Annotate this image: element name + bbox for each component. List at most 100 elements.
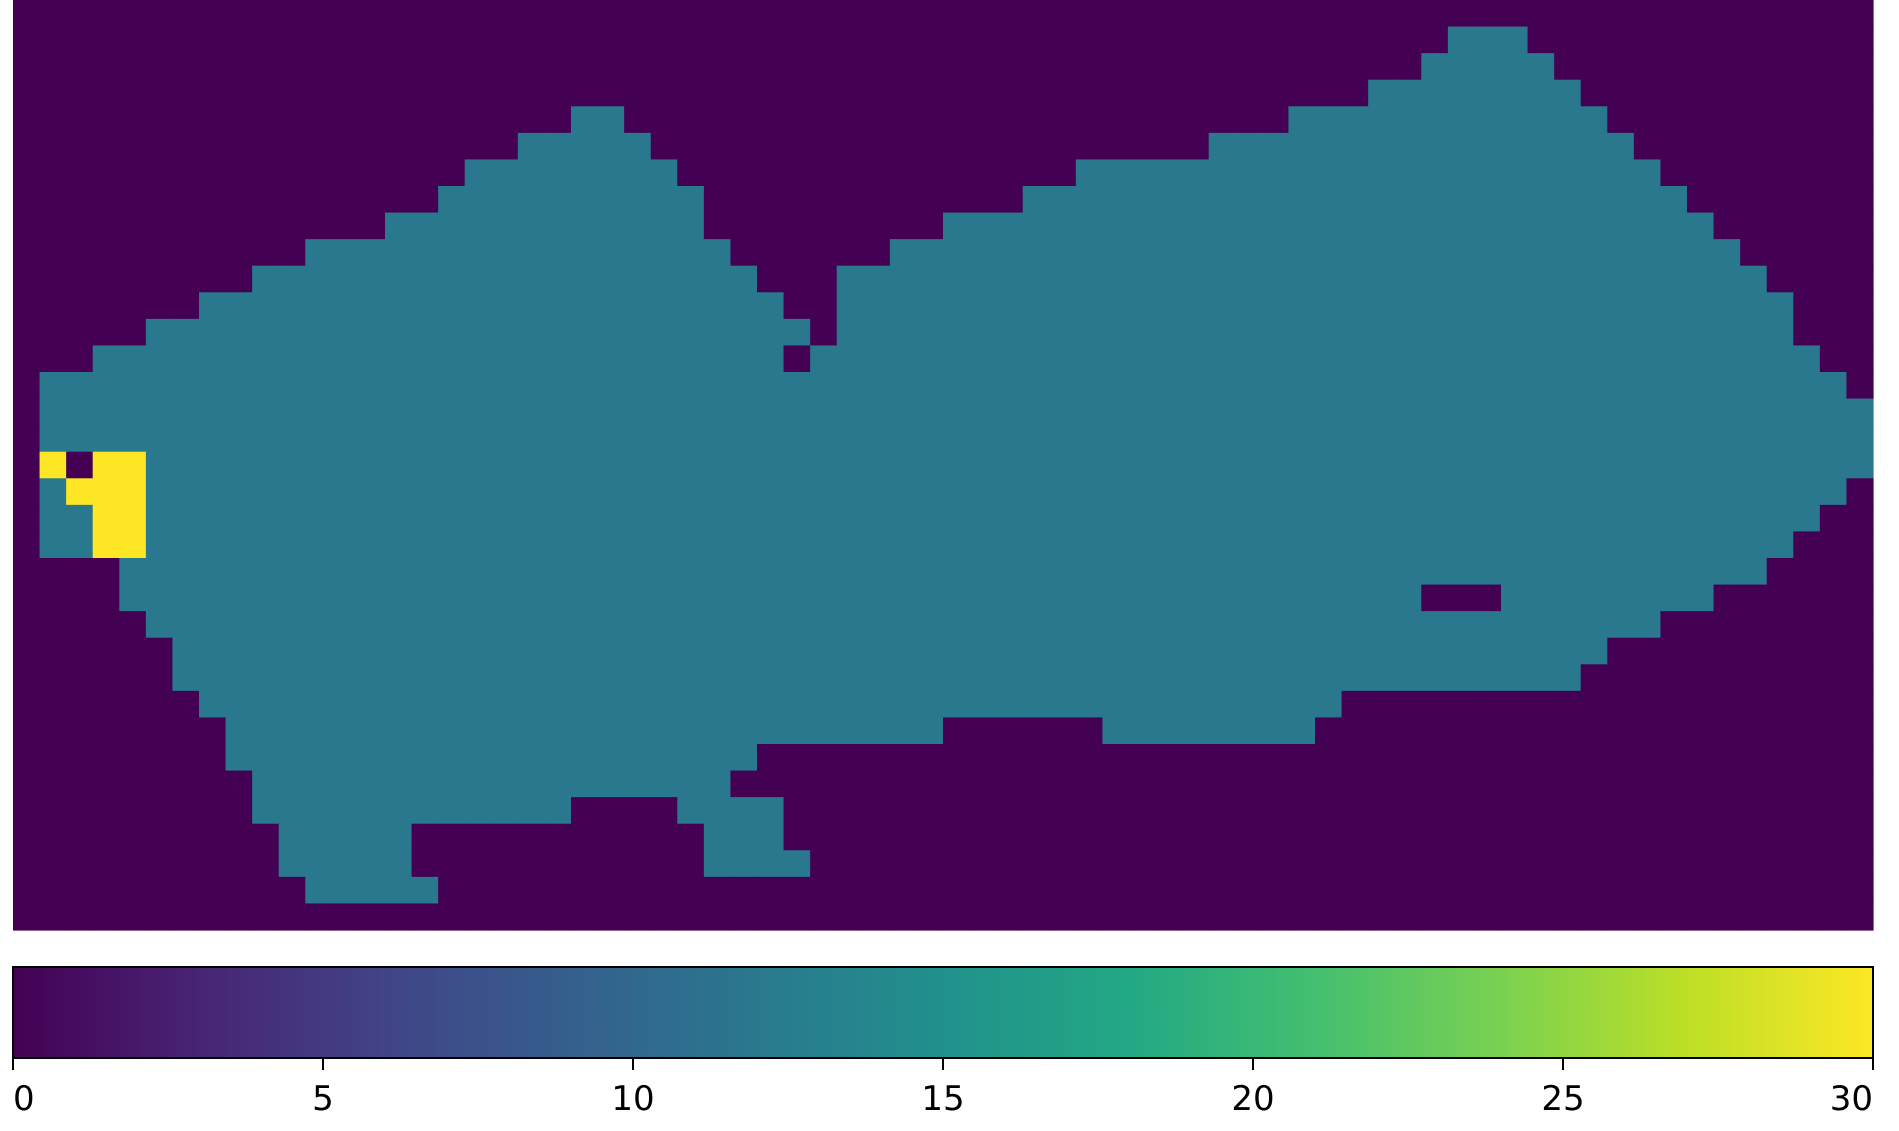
heatmap-cell (1527, 876, 1555, 905)
heatmap-cell (39, 478, 67, 506)
heatmap-cell (1554, 239, 1582, 267)
heatmap-cell (1607, 770, 1635, 798)
heatmap-cell (119, 265, 147, 293)
heatmap-cell (1713, 186, 1741, 214)
heatmap-cell (1049, 478, 1077, 506)
heatmap-cell (677, 79, 705, 107)
heatmap-cell (331, 637, 360, 665)
heatmap-cell (863, 637, 891, 665)
heatmap-cell (1633, 372, 1662, 400)
heatmap-cell (278, 345, 306, 373)
heatmap-cell (358, 106, 386, 134)
heatmap-cell (597, 186, 625, 214)
heatmap-cell (119, 850, 147, 878)
heatmap-cell (1261, 239, 1290, 267)
heatmap-cell (1846, 212, 1874, 240)
heatmap-cell (358, 186, 386, 214)
heatmap-cell (1793, 637, 1821, 665)
heatmap-cell (1208, 903, 1236, 931)
heatmap-cell (305, 850, 333, 878)
heatmap-cell (1607, 265, 1635, 293)
heatmap-cell (331, 823, 360, 851)
heatmap-cell (996, 717, 1024, 745)
heatmap-cell (677, 478, 705, 506)
heatmap-cell (1474, 823, 1502, 851)
heatmap-cell (1474, 690, 1502, 719)
heatmap-cell (836, 425, 864, 453)
heatmap-cell (1049, 451, 1077, 479)
heatmap-cell (1527, 584, 1555, 612)
heatmap-cell (172, 186, 200, 214)
heatmap-cell (624, 132, 652, 161)
heatmap-cell (1793, 717, 1821, 745)
heatmap-cell (1740, 664, 1768, 692)
heatmap-cell (1447, 265, 1476, 293)
heatmap-cell (331, 797, 360, 825)
heatmap-cell (863, 903, 891, 931)
heatmap-cell (544, 292, 572, 320)
heatmap-cell (411, 637, 439, 665)
heatmap-cell (1633, 690, 1662, 719)
heatmap-cell (810, 0, 838, 28)
heatmap-cell (1288, 292, 1316, 320)
heatmap-cell (677, 318, 705, 347)
heatmap-cell (1633, 106, 1662, 134)
heatmap-cell (810, 478, 838, 506)
heatmap-cell (650, 79, 678, 107)
heatmap-cell (1501, 531, 1529, 559)
heatmap-cell (1554, 903, 1582, 931)
heatmap-cell (13, 717, 41, 745)
heatmap-cell (1687, 106, 1715, 134)
heatmap-cell (703, 425, 732, 453)
heatmap-cell (996, 744, 1024, 772)
heatmap-cell (969, 558, 997, 586)
heatmap-cell (13, 611, 41, 639)
heatmap-cell (517, 584, 546, 612)
heatmap-cell (1368, 132, 1396, 161)
heatmap-cell (92, 504, 120, 533)
heatmap-cell (411, 239, 439, 267)
heatmap-cell (943, 876, 971, 905)
heatmap-cell (1261, 132, 1290, 161)
heatmap-cell (863, 186, 891, 214)
heatmap-cell (730, 903, 758, 931)
heatmap-cell (385, 398, 413, 426)
heatmap-cell (199, 186, 227, 214)
heatmap-cell (1129, 159, 1157, 187)
heatmap-cell (1261, 876, 1290, 905)
heatmap-cell (438, 345, 466, 373)
heatmap-cell (39, 744, 67, 772)
heatmap-cell (1687, 770, 1715, 798)
heatmap-cell (1394, 744, 1422, 772)
heatmap-cell (411, 504, 439, 533)
heatmap-cell (305, 425, 333, 453)
heatmap-cell (1713, 26, 1741, 54)
heatmap-cell (730, 478, 758, 506)
heatmap-cell (119, 744, 147, 772)
heatmap-cell (1315, 823, 1343, 851)
heatmap-cell (1660, 664, 1688, 692)
heatmap-cell (278, 239, 306, 267)
heatmap-cell (464, 318, 492, 347)
heatmap-cell (1155, 690, 1183, 719)
heatmap-cell (597, 611, 625, 639)
heatmap-cell (1341, 850, 1369, 878)
heatmap-cell (385, 106, 413, 134)
heatmap-cell (119, 770, 147, 798)
heatmap-cell (1687, 318, 1715, 347)
heatmap-cell (1182, 53, 1210, 81)
heatmap-cell (1633, 637, 1662, 665)
heatmap-cell (836, 797, 864, 825)
heatmap-cell (1208, 318, 1236, 347)
heatmap-cell (1447, 690, 1476, 719)
heatmap-cell (1022, 26, 1050, 54)
heatmap-cell (119, 876, 147, 905)
heatmap-cell (996, 159, 1024, 187)
heatmap-cell (517, 79, 546, 107)
heatmap-cell (1288, 797, 1316, 825)
heatmap-cell (1447, 186, 1476, 214)
heatmap-cell (119, 451, 147, 479)
heatmap-cell (1846, 425, 1874, 453)
heatmap-cell (39, 850, 67, 878)
heatmap-cell (650, 372, 678, 400)
